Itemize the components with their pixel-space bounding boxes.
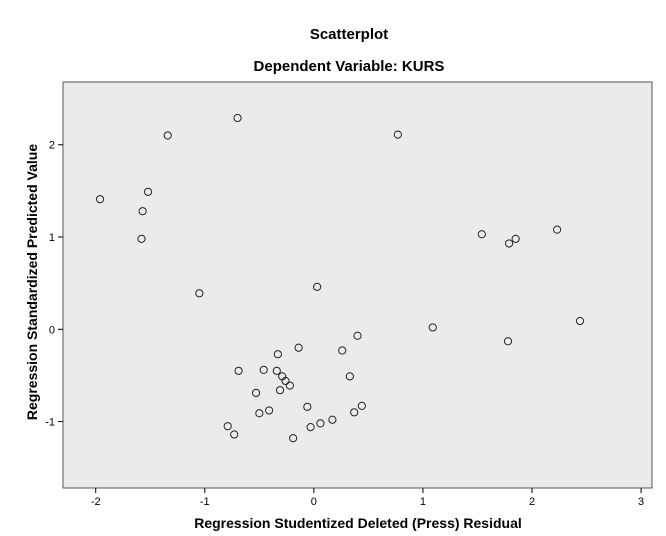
scatter-point [137, 234, 146, 243]
scatter-point [275, 386, 285, 395]
data-points [95, 113, 585, 443]
scatter-point [338, 346, 347, 355]
scatter-point [303, 402, 312, 411]
scatter-point [233, 113, 242, 123]
scatter-point [553, 225, 562, 234]
scatter-point [272, 366, 281, 375]
scatter-point [345, 372, 354, 381]
scatter-point [223, 422, 232, 431]
scatter-point [357, 401, 366, 410]
y-tick-label: 2 [49, 140, 55, 152]
scatter-point [289, 434, 298, 443]
scatter-point [234, 366, 243, 375]
x-tick-label: 0 [311, 496, 317, 508]
chart-subtitle: Dependent Variable: KURS [254, 58, 445, 75]
scatter-point [503, 337, 513, 346]
scatter-point [575, 316, 585, 326]
scatter-point [230, 430, 239, 439]
scatter-point [251, 388, 261, 398]
scatter-point [138, 207, 147, 216]
axis-ticks: -2 -1 0 1 2 3 -1 0 1 2 [45, 140, 644, 508]
y-tick-label: 0 [49, 324, 55, 336]
scatter-point [505, 239, 514, 248]
y-tick-label: -1 [45, 417, 55, 429]
scatter-point [316, 419, 325, 428]
scatter-point [259, 365, 268, 374]
scatter-point [477, 230, 486, 239]
scatter-point [265, 406, 274, 415]
scatter-point [328, 415, 337, 424]
scatter-point [255, 409, 264, 418]
scatter-point [313, 282, 322, 291]
scatter-point [511, 234, 520, 243]
scatter-point [353, 331, 362, 340]
scatter-point [95, 195, 105, 204]
scatter-point [306, 423, 315, 432]
x-tick-label: 2 [529, 496, 535, 508]
x-axis-label: Regression Studentized Deleted (Press) R… [194, 515, 522, 531]
x-tick-label: -2 [91, 496, 101, 508]
x-tick-label: -1 [200, 496, 210, 508]
scatter-point [428, 323, 437, 332]
scatter-point [285, 381, 294, 390]
scatter-point [393, 130, 402, 139]
scatter-point [163, 131, 172, 140]
x-tick-label: 3 [638, 496, 644, 508]
x-tick-label: 1 [420, 496, 426, 508]
scatter-point [278, 372, 287, 381]
scatter-point [350, 408, 359, 417]
plot-area [62, 81, 653, 489]
y-axis-label: Regression Standardized Predicted Value [24, 144, 40, 420]
scatter-point [273, 350, 282, 359]
scatter-point [294, 343, 303, 352]
chart-title: Scatterplot [310, 26, 388, 43]
scatter-point [143, 187, 153, 196]
scatter-point [195, 289, 204, 298]
y-tick-label: 1 [49, 232, 55, 244]
